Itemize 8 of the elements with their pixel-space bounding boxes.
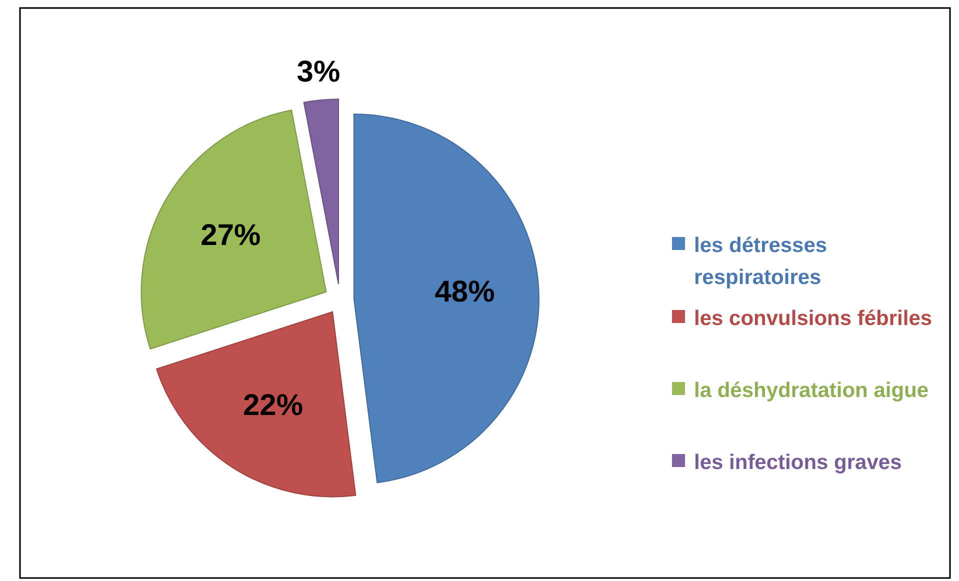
data-label: 27%: [200, 218, 261, 252]
legend-label: les convulsions fébriles: [694, 306, 932, 330]
data-label: 3%: [296, 56, 340, 89]
data-label: 22%: [243, 389, 304, 422]
legend-label: la déshydratation aigue: [694, 378, 929, 402]
data-label: 48%: [434, 276, 495, 309]
legend-label: les détresses respiratoires: [694, 234, 828, 288]
legend-label: les infections graves: [694, 450, 902, 474]
